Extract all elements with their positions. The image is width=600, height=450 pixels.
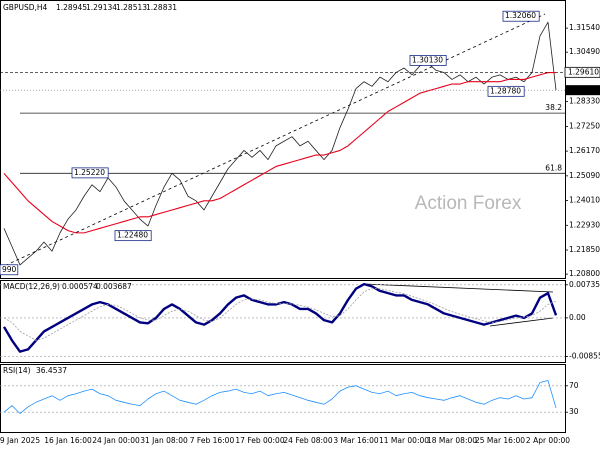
- macd-title: MACD(12,26,9): [3, 282, 60, 291]
- y-tick-label: 1.28330: [569, 97, 600, 106]
- level-label: 1.29610: [568, 67, 599, 76]
- series-line: [3, 287, 557, 341]
- macd-panel: [0, 280, 566, 363]
- series-line: [3, 72, 556, 234]
- y-tick-label: 1.20800: [569, 269, 600, 278]
- y-tick-label: 30: [569, 407, 579, 416]
- y-tick-label: 1.31540: [569, 23, 600, 32]
- annotation-box: [502, 10, 540, 22]
- rsi-value: 36.4537: [36, 366, 67, 375]
- annotation-box: [71, 167, 109, 179]
- y-tick-label: 1.26170: [569, 146, 600, 155]
- annotation-label: 1.25220: [74, 168, 105, 177]
- ohlc-value: 1.28831: [146, 3, 177, 12]
- annotation-label: 1.30130: [412, 55, 443, 64]
- fib-label: 61.8: [545, 163, 562, 172]
- annotation-label: 1.22480: [117, 231, 148, 240]
- y-tick-label: 70: [569, 381, 579, 390]
- watermark: Action Forex: [415, 193, 522, 214]
- y-tick-label: 0.007354: [569, 280, 600, 289]
- x-tick-label: 18 Mar 08:00: [427, 436, 477, 445]
- x-tick-label: 2 Apr 00:00: [526, 436, 570, 445]
- macd-value: 0.003687: [96, 282, 132, 291]
- ohlc-value: 1.28513: [116, 3, 147, 12]
- y-tick-label: 0.00: [569, 313, 586, 322]
- price-panel: [0, 0, 566, 279]
- y-tick-label: 1.22930: [569, 220, 600, 229]
- trend-line: [0, 13, 546, 269]
- y-tick-label: 1.21850: [569, 245, 600, 254]
- y-tick-label: 1.24010: [569, 196, 600, 205]
- macd-trend-line: [489, 317, 554, 327]
- level-box: [564, 66, 600, 78]
- series-line: [3, 380, 557, 414]
- macd-trend-line: [364, 283, 554, 293]
- x-tick-label: 11 Mar 00:00: [379, 436, 429, 445]
- x-tick-label: 9 Jan 2025: [0, 436, 40, 445]
- annotation-box: [409, 55, 447, 66]
- annotation-box: [0, 264, 19, 276]
- y-tick-label: 1.30490: [569, 47, 600, 56]
- y-tick-label: 1.25090: [569, 171, 600, 180]
- x-tick-label: 16 Jan 16:00: [44, 436, 92, 445]
- ohlc-value: 1.28945: [56, 3, 87, 12]
- x-tick-label: 24 Jan 00:00: [92, 436, 140, 445]
- annotation-label: 1.28780: [490, 86, 521, 95]
- series-line: [3, 21, 557, 266]
- x-tick-label: 31 Jan 08:00: [140, 436, 188, 445]
- fib-label: 38.2: [545, 103, 562, 112]
- x-tick-label: 24 Feb 08:00: [283, 436, 332, 445]
- annotation-label: 1.32060: [505, 11, 536, 20]
- y-tick-label: -0.008558: [569, 351, 600, 360]
- rsi-title: RSI(14): [3, 366, 31, 375]
- rsi-panel: [0, 364, 566, 433]
- price-label: 1.28831: [568, 85, 599, 94]
- macd-value: 0.000574: [62, 282, 98, 291]
- ohlc-value: 1.29134: [86, 3, 117, 12]
- x-tick-label: 25 Mar 16:00: [475, 436, 525, 445]
- y-tick-label: 1.27250: [569, 121, 600, 130]
- price-box: [565, 85, 600, 96]
- x-tick-label: 3 Mar 16:00: [333, 436, 379, 445]
- x-tick-label: 7 Feb 16:00: [190, 436, 235, 445]
- x-tick-label: 17 Feb 00:00: [235, 436, 284, 445]
- chart-title: GBPUSD,H4: [3, 3, 48, 12]
- annotation-label: 990: [2, 265, 17, 274]
- annotation-box: [114, 230, 152, 242]
- annotation-box: [487, 85, 525, 97]
